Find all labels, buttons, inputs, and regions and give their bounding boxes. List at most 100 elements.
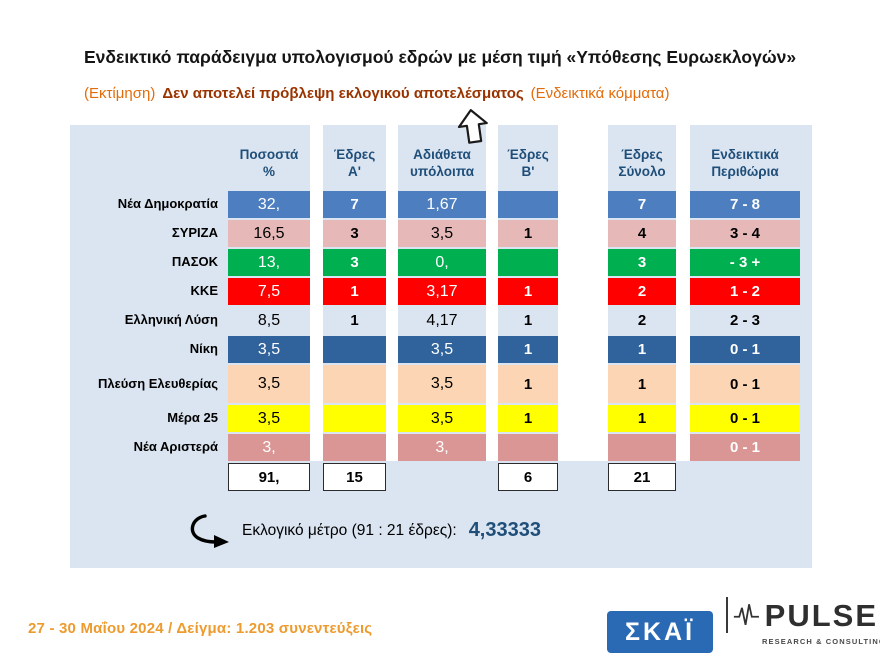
column-gap <box>310 125 323 461</box>
cell-seats_b: 1 <box>498 307 558 334</box>
subtitle-parties-note: (Ενδεικτικά κόμματα) <box>530 85 670 102</box>
cell-total: 1 <box>608 336 676 363</box>
cell-remainder: 1,67 <box>398 191 486 218</box>
cell-seats_b: 1 <box>498 336 558 363</box>
column-header: Έδρες Α' <box>333 146 376 180</box>
cell-seats_b <box>498 434 558 461</box>
pulse-divider <box>726 597 728 633</box>
seat-allocation-table: Εκλογικό μέτρο (91 : 21 έδρες): 4,33333 … <box>70 125 812 568</box>
total-percent: 91, <box>228 463 310 491</box>
cell-percent: 32, <box>228 191 310 218</box>
column-header: Έδρες Β' <box>507 146 549 180</box>
cell-margin: 7 - 8 <box>690 191 800 218</box>
subtitle: (Εκτίμηση) Δεν αποτελεί πρόβλεψη εκλογικο… <box>84 85 669 102</box>
column-gap <box>386 125 398 461</box>
pulse-waveform-icon <box>733 604 759 626</box>
page-title: Ενδεικτικό παράδειγμα υπολογισμού εδρών … <box>84 47 797 67</box>
cell-remainder: 3,5 <box>398 365 486 403</box>
cell-seats_a: 1 <box>323 307 386 334</box>
cell-remainder: 0, <box>398 249 486 276</box>
electoral-measure-value: 4,33333 <box>468 519 541 541</box>
cell-seats_a <box>323 336 386 363</box>
cell-seats_a: 3 <box>323 220 386 247</box>
cell-percent: 3,5 <box>228 365 310 403</box>
cell-seats_a: 1 <box>323 278 386 305</box>
cell-percent: 7,5 <box>228 278 310 305</box>
column-header: Έδρες Σύνολο <box>618 146 666 180</box>
cell-seats_a <box>323 434 386 461</box>
cell-seats_b: 1 <box>498 278 558 305</box>
cell-remainder: 3, <box>398 434 486 461</box>
cell-margin: 0 - 1 <box>690 434 800 461</box>
cell-total: 7 <box>608 191 676 218</box>
total-total: 21 <box>608 463 676 491</box>
cell-remainder: 3,5 <box>398 220 486 247</box>
cell-total: 4 <box>608 220 676 247</box>
note-text: Εκλογικό μέτρο (91 : 21 έδρες): <box>242 521 457 539</box>
party-label: Νέα Αριστερά <box>133 439 218 455</box>
party-label: ΚΚΕ <box>190 283 218 299</box>
cell-total: 1 <box>608 405 676 432</box>
cell-seats_a: 3 <box>323 249 386 276</box>
cell-margin: 0 - 1 <box>690 336 800 363</box>
cell-percent: 3,5 <box>228 405 310 432</box>
party-label: ΣΥΡΙΖΑ <box>171 225 218 241</box>
subtitle-estimate: (Εκτίμηση) <box>84 85 156 102</box>
cell-total: 3 <box>608 249 676 276</box>
pulse-logo-subrow: RESEARCH & CONSULTING <box>726 636 880 646</box>
cell-total: 2 <box>608 278 676 305</box>
cell-margin: 2 - 3 <box>690 307 800 334</box>
pulse-logo-text: PULSE <box>764 597 878 633</box>
total-seats_b: 6 <box>498 463 558 491</box>
column-gap <box>486 125 498 461</box>
cell-seats_b: 1 <box>498 220 558 247</box>
skai-logo: ΣΚΑΪ <box>607 611 713 653</box>
cell-seats_b: 1 <box>498 365 558 403</box>
pulse-logo-subtext: RESEARCH & CONSULTING <box>762 636 880 646</box>
cell-margin: 0 - 1 <box>690 365 800 403</box>
cell-remainder: 3,5 <box>398 405 486 432</box>
cell-seats_a <box>323 405 386 432</box>
subtitle-disclaimer: Δεν αποτελεί πρόβλεψη εκλογικού αποτελέσ… <box>162 85 524 102</box>
pulse-logo-row: PULSE <box>726 597 878 633</box>
cell-percent: 3, <box>228 434 310 461</box>
cell-margin: - 3 + <box>690 249 800 276</box>
up-arrow-icon <box>457 109 488 144</box>
cell-seats_b: 1 <box>498 405 558 432</box>
column-header: Αδιάθετα υπόλοιπα <box>409 146 475 180</box>
cell-margin: 3 - 4 <box>690 220 800 247</box>
party-label: Ελληνική Λύση <box>124 312 218 328</box>
cell-percent: 16,5 <box>228 220 310 247</box>
cell-remainder: 3,5 <box>398 336 486 363</box>
party-label: Πλεύση Ελευθερίας <box>97 375 218 391</box>
pulse-logo: PULSE RESEARCH & CONSULTING <box>726 597 880 646</box>
footer-fieldwork: 27 - 30 Μαΐου 2024 / Δείγμα: 1.203 συνεν… <box>28 620 373 637</box>
party-label: Νίκη <box>189 341 218 357</box>
party-label: Μέρα 25 <box>167 410 218 426</box>
cell-margin: 1 - 2 <box>690 278 800 305</box>
column-gap <box>558 125 608 461</box>
cell-seats_b <box>498 249 558 276</box>
cell-seats_a: 7 <box>323 191 386 218</box>
total-seats_a: 15 <box>323 463 386 491</box>
skai-logo-text: ΣΚΑΪ <box>624 617 696 646</box>
cell-percent: 3,5 <box>228 336 310 363</box>
electoral-measure-note: Εκλογικό μέτρο (91 : 21 έδρες): 4,33333 <box>70 493 812 568</box>
cell-total: 2 <box>608 307 676 334</box>
party-label: ΠΑΣΟΚ <box>171 254 218 270</box>
cell-percent: 13, <box>228 249 310 276</box>
seat-grid: Εκλογικό μέτρο (91 : 21 έδρες): 4,33333 … <box>70 125 812 568</box>
curved-arrow-icon <box>190 513 229 548</box>
cell-margin: 0 - 1 <box>690 405 800 432</box>
column-header: Ενδεικτικά Περιθώρια <box>711 146 779 180</box>
cell-seats_b <box>498 191 558 218</box>
cell-total <box>608 434 676 461</box>
cell-remainder: 4,17 <box>398 307 486 334</box>
cell-remainder: 3,17 <box>398 278 486 305</box>
party-label: Νέα Δημοκρατία <box>117 196 218 212</box>
column-gap <box>676 125 690 461</box>
cell-total: 1 <box>608 365 676 403</box>
column-header: Ποσοστά% <box>239 146 299 180</box>
cell-percent: 8,5 <box>228 307 310 334</box>
